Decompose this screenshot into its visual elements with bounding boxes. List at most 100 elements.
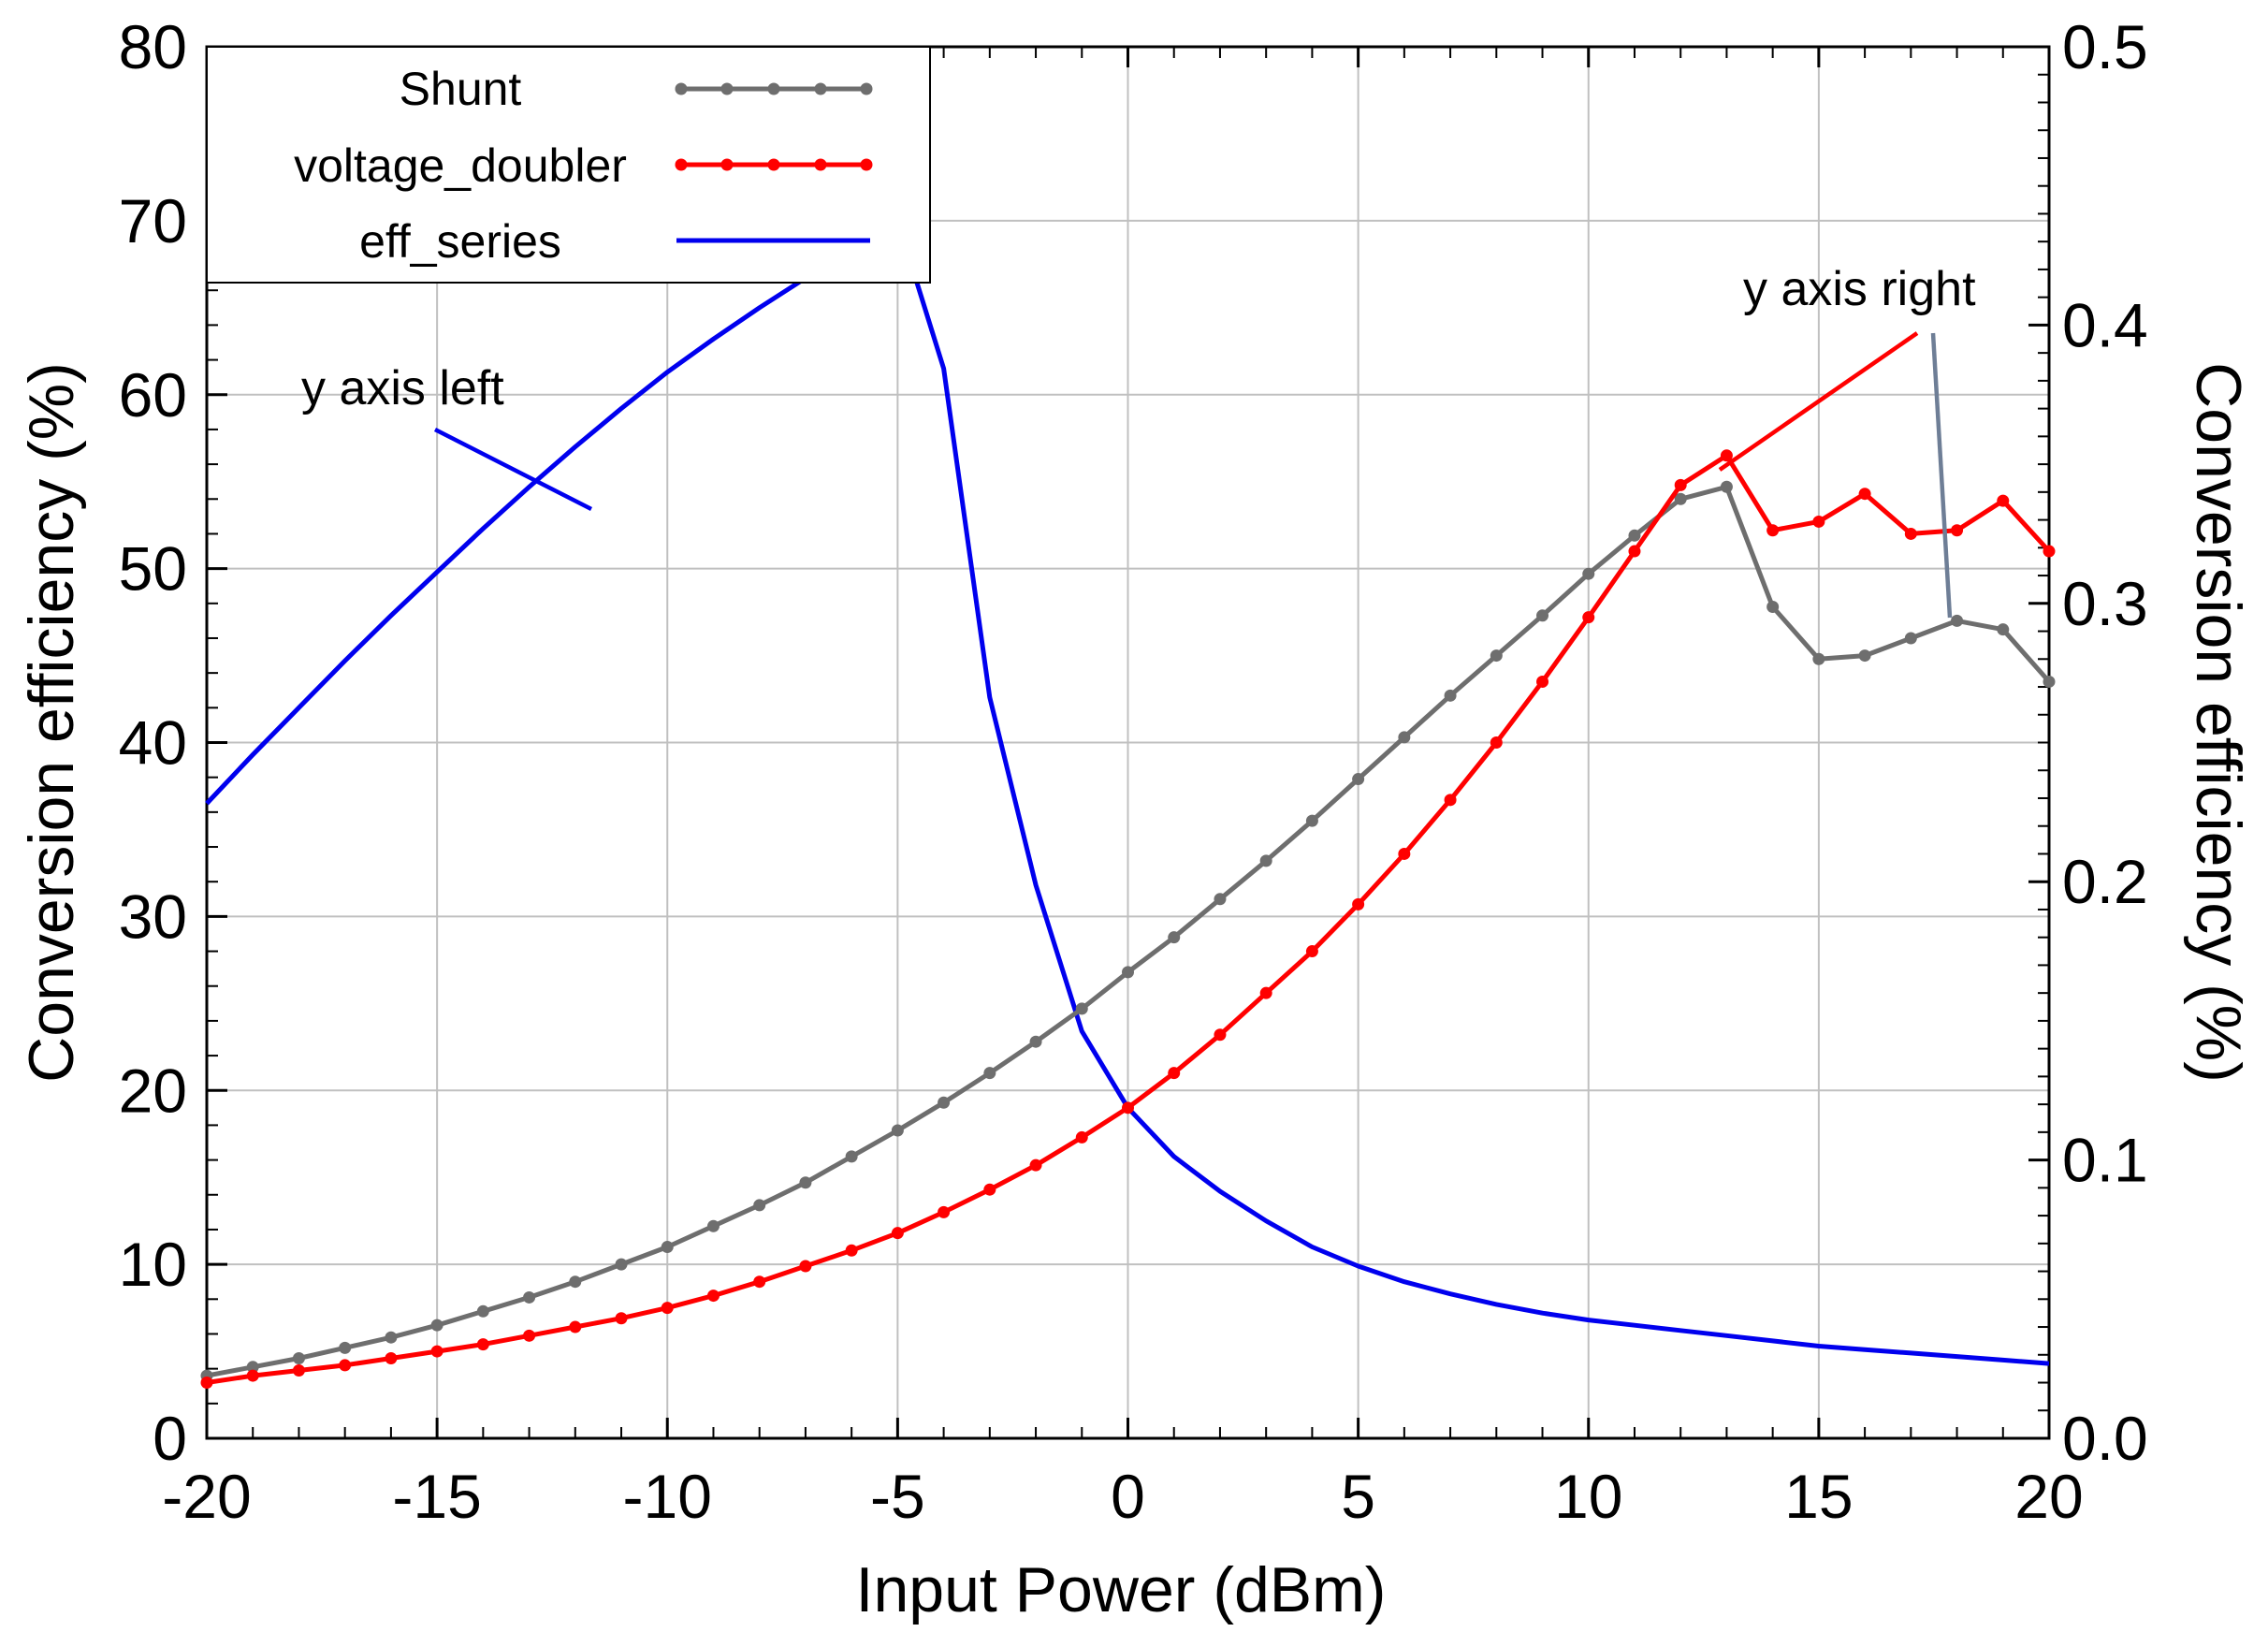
data-point [1904, 527, 1917, 540]
data-point [1029, 1158, 1042, 1172]
data-point [1720, 449, 1733, 462]
data-point [339, 1341, 352, 1354]
x-tick-label: 20 [2014, 1462, 2083, 1531]
data-point [385, 1351, 398, 1364]
y-left-tick-label: 60 [119, 360, 187, 430]
y-right-tick-label: 0.4 [2062, 290, 2148, 359]
legend-swatch-marker [720, 158, 734, 171]
data-point [476, 1304, 489, 1318]
data-point [799, 1176, 812, 1189]
data-point [569, 1275, 582, 1289]
data-point [891, 1227, 904, 1240]
x-tick-label: -10 [623, 1462, 712, 1531]
legend-swatch-marker [767, 158, 780, 171]
data-point [339, 1359, 352, 1372]
data-point [845, 1244, 858, 1257]
data-point [1536, 609, 1549, 622]
y-right-tick-label: 0.0 [2062, 1404, 2148, 1473]
data-point [1997, 623, 2010, 636]
x-tick-label: -5 [870, 1462, 925, 1531]
data-point [523, 1329, 536, 1342]
data-point [1628, 529, 1641, 542]
data-point [1444, 794, 1457, 807]
data-point [1352, 897, 1365, 911]
annotation-right-arrow-gray [1930, 332, 1953, 619]
data-point [1305, 945, 1318, 958]
y-left-tick-label: 10 [119, 1230, 187, 1299]
y-right-tick-label: 0.5 [2062, 12, 2148, 81]
y-right-tick-label: 0.2 [2062, 847, 2148, 916]
data-point [1398, 847, 1411, 860]
y-left-tick-label: 50 [119, 534, 187, 604]
y-left-tick-label: 40 [119, 708, 187, 778]
data-point [1582, 567, 1595, 580]
data-point [1766, 601, 1780, 614]
x-tick-label: 15 [1784, 1462, 1853, 1531]
legend-swatch-marker [720, 82, 734, 95]
legend-swatch-marker [860, 158, 873, 171]
x-axis-title: Input Power (dBm) [856, 1554, 1387, 1625]
data-point [1766, 524, 1780, 537]
data-point [1444, 689, 1457, 702]
data-point [1536, 675, 1549, 688]
legend-swatches [675, 82, 873, 243]
data-point [1168, 1067, 1181, 1080]
left-y-axis-title: Conversion efficiency (%) [16, 362, 87, 1083]
legend-swatch-marker [860, 82, 873, 95]
y-left-tick-label: 80 [119, 12, 187, 81]
y-left-tick-label: 0 [153, 1404, 187, 1473]
data-point [476, 1338, 489, 1351]
data-point [1214, 893, 1227, 906]
data-point [292, 1364, 305, 1377]
data-point [1582, 611, 1595, 624]
annotation-right-label: y axis right [1743, 262, 1976, 316]
data-point [1490, 649, 1503, 663]
data-point [1720, 480, 1733, 493]
data-point [661, 1302, 674, 1315]
data-point [1858, 488, 1871, 501]
data-point [1029, 1035, 1042, 1048]
legend: Shunt voltage_doubler eff_series [206, 46, 931, 284]
annotation-left-arrow [433, 427, 593, 512]
data-point [661, 1241, 674, 1254]
data-point [615, 1312, 628, 1325]
annotation-left-label: y axis left [301, 361, 504, 415]
x-tick-label: -15 [392, 1462, 481, 1531]
data-point [1214, 1028, 1227, 1042]
data-point [1075, 1002, 1088, 1015]
data-point [246, 1361, 259, 1374]
x-tick-label: 0 [1111, 1462, 1145, 1531]
series-layer [200, 218, 2056, 1390]
data-point [938, 1205, 951, 1218]
annotations: y axis left y axis right [301, 262, 1976, 619]
annotation-right-arrow-red [1718, 331, 1919, 472]
series-voltage-doubler [200, 449, 2056, 1390]
right-y-axis-title: Conversion efficiency (%) [2183, 362, 2254, 1083]
data-point [845, 1150, 858, 1163]
data-point [706, 1219, 720, 1232]
legend-swatch-marker [675, 158, 688, 171]
data-point [1951, 614, 1964, 627]
data-point [1812, 515, 1825, 528]
data-point [1858, 649, 1871, 663]
axis-ticks [205, 45, 2051, 1440]
data-point [1398, 731, 1411, 744]
data-point [1674, 492, 1687, 505]
y-right-tick-label: 0.1 [2062, 1126, 2148, 1195]
data-point [2043, 545, 2056, 558]
data-point [385, 1331, 398, 1344]
series-Shunt [200, 480, 2056, 1382]
data-point [1259, 854, 1272, 867]
data-point [200, 1377, 213, 1390]
legend-swatch-marker [675, 82, 688, 95]
y-left-tick-label: 30 [119, 882, 187, 951]
data-point [1305, 814, 1318, 827]
data-point [753, 1199, 766, 1212]
x-tick-label: 5 [1341, 1462, 1375, 1531]
data-point [1812, 652, 1825, 665]
data-point [430, 1319, 443, 1332]
data-point [430, 1345, 443, 1358]
legend-swatch-marker [814, 158, 827, 171]
legend-swatch-marker [767, 82, 780, 95]
